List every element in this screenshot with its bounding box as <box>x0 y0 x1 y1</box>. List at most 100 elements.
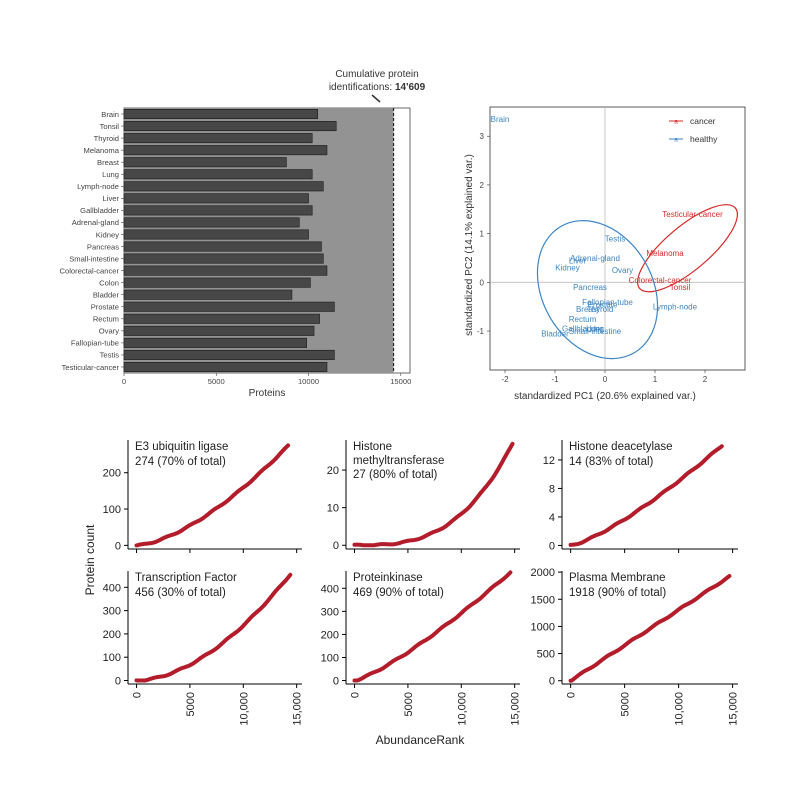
bar-category-label: Testicular-cancer <box>62 363 120 372</box>
panel-transcription-factor: 0 100 200 300 400 0 5000 10,000 15,000 Transcript… <box>103 571 304 726</box>
panel-y-tick-label: 0 <box>549 540 555 552</box>
panel-y-tick-label: 400 <box>103 582 121 594</box>
panel-title: Proteinkinase <box>353 572 423 584</box>
panel-subtitle: 274 (70% of total) <box>135 456 226 468</box>
pca-point-label-rectum: Rectum <box>569 315 597 324</box>
panel-y-tick-label: 0 <box>333 676 339 688</box>
bar-rectum <box>123 313 320 324</box>
panel-title-line2: methyltransferase <box>353 455 444 467</box>
bar-lung <box>123 169 313 180</box>
bar-category-label: Melanoma <box>84 146 120 155</box>
panel-y-tick-label: 300 <box>103 606 121 618</box>
panel-y-tick-label: 200 <box>321 629 339 641</box>
pca-x-tick-label: 1 <box>653 375 658 384</box>
panel-y-tick-label: 4 <box>549 512 555 524</box>
pca-point-label-adrenal-gland: Adrenal-gland <box>570 254 620 263</box>
pca-biplot-panel: standardized PC1 (20.6% explained var.) … <box>464 106 746 402</box>
pca-point-label-gallbladder: Gallbladder <box>562 325 603 334</box>
rank-curve <box>134 443 291 548</box>
pca-point-label-brain: Brain <box>491 115 510 124</box>
pca-x-tick-label: 0 <box>603 375 608 384</box>
bar-category-label: Small-intestine <box>69 254 119 263</box>
pca-point-label-lung: Lung <box>586 325 604 334</box>
panel-plasma-membrane: 0 500 1000 1500 2000 0 5000 10,000 15,000 Plasma … <box>531 567 740 726</box>
bar-x-tick-label: 10000 <box>298 377 319 386</box>
pca-plot-area: Testicular-cancer Melanoma Colorectal-canc… <box>491 115 739 360</box>
bar-category-label: Bladder <box>93 291 120 300</box>
rank-curve <box>134 572 293 683</box>
panel-x-tick-label: 10,000 <box>456 692 468 726</box>
bar-category-label: Brain <box>101 110 119 119</box>
panel-title: E3 ubiquitin ligase <box>135 441 228 453</box>
panel-y-tick-label: 400 <box>321 583 339 595</box>
panel-subtitle: 27 (80% of total) <box>353 469 438 481</box>
panel-subtitle: 14 (83% of total) <box>569 456 654 468</box>
bar-kidney <box>123 229 309 240</box>
panel-y-tick-label: 100 <box>103 652 121 664</box>
pca-point-label-thyroid: Thyroid <box>587 305 614 314</box>
pca-point-label-pancreas: Pancreas <box>573 283 607 292</box>
protein-count-axis-label: Protein count <box>83 524 97 595</box>
pca-point-label-testicular-cancer: Testicular-cancer <box>662 210 723 219</box>
bar-testicular-cancer <box>123 361 328 372</box>
pca-y-tick-label: 1 <box>480 230 485 239</box>
cumulative-annotation-value: 14'609 <box>395 82 426 93</box>
pca-point-label-melanoma: Melanoma <box>646 249 684 258</box>
panel-y-tick-label: 0 <box>115 676 121 688</box>
panel-subtitle: 1918 (90% of total) <box>569 587 666 599</box>
annotation-pointer <box>371 94 381 103</box>
pca-point-label-small-intestine: Small-intestine <box>569 327 622 336</box>
panel-y-tick-label: 100 <box>103 504 121 516</box>
panel-title: Histone <box>353 441 392 453</box>
bar-tonsil <box>123 121 337 132</box>
panel-y-tick-label: 8 <box>549 483 555 495</box>
panel-histone-methyltransferase: 0 10 20 Histone methyltransferase 27 (80% of … <box>327 440 520 553</box>
panel-subtitle: 469 (90% of total) <box>353 587 444 599</box>
legend-healthy-key: a <box>674 137 678 144</box>
panel-y-tick-label: 1500 <box>531 594 555 606</box>
bar-x-tick-label: 15000 <box>390 377 411 386</box>
panel-x-tick-label: 10,000 <box>238 692 250 726</box>
rank-curve <box>352 570 513 683</box>
panel-x-tick-label: 5000 <box>403 692 415 716</box>
cumulative-annotation-prefix: identifications: <box>329 82 395 93</box>
pca-point-label-prostate: Prostate <box>588 300 618 309</box>
pca-point-label-ovary: Ovary <box>612 266 633 275</box>
panel-histone-deacetylase: 0 4 8 12 Histone deacetylase 14 (83% of total… <box>543 440 738 553</box>
panel-x-tick-label: 15,000 <box>728 692 740 726</box>
panel-y-tick-label: 0 <box>115 540 121 552</box>
panel-title: Plasma Membrane <box>569 572 666 584</box>
pca-y-tick-label: 3 <box>480 132 485 141</box>
panel-y-tick-label: 200 <box>103 468 121 480</box>
bar-pancreas <box>123 241 322 252</box>
panel-y-tick-label: 300 <box>321 606 339 618</box>
bar-chart-panel: Cumulative protein identifications: 14'6… <box>59 69 425 399</box>
bar-category-label: Gallbladder <box>80 206 119 215</box>
panel-y-tick-label: 500 <box>537 649 555 661</box>
panel-x-tick-label: 0 <box>132 692 144 698</box>
bar-category-label: Colon <box>99 278 119 287</box>
panel-x-tick-label: 10,000 <box>674 692 686 726</box>
bar-category-label: Liver <box>103 194 120 203</box>
bar-category-label: Ovary <box>99 327 119 336</box>
bar-category-label: Colorectal-cancer <box>59 266 119 275</box>
bar-liver <box>123 193 309 204</box>
panel-x-tick-label: 5000 <box>620 692 632 716</box>
bar-small-intestine <box>123 253 324 264</box>
pca-plot-frame <box>489 106 746 371</box>
panel-y-tick-label: 10 <box>327 503 339 515</box>
legend-cancer-label: cancer <box>690 116 716 126</box>
panel-subtitle: 456 (30% of total) <box>135 587 226 599</box>
bar-category-label: Pancreas <box>87 242 119 251</box>
bar-breast <box>123 157 287 168</box>
pca-point-label-liver: Liver <box>569 256 587 265</box>
panel-x-tick-label: 15,000 <box>510 692 522 726</box>
bar-adrenal-gland <box>123 217 300 228</box>
panel-y-tick-label: 1000 <box>531 621 555 633</box>
healthy-ellipse <box>536 220 659 360</box>
panel-y-tick-label: 0 <box>549 676 555 688</box>
panel-title: Histone deacetylase <box>569 441 673 453</box>
bar-colon <box>123 277 311 288</box>
